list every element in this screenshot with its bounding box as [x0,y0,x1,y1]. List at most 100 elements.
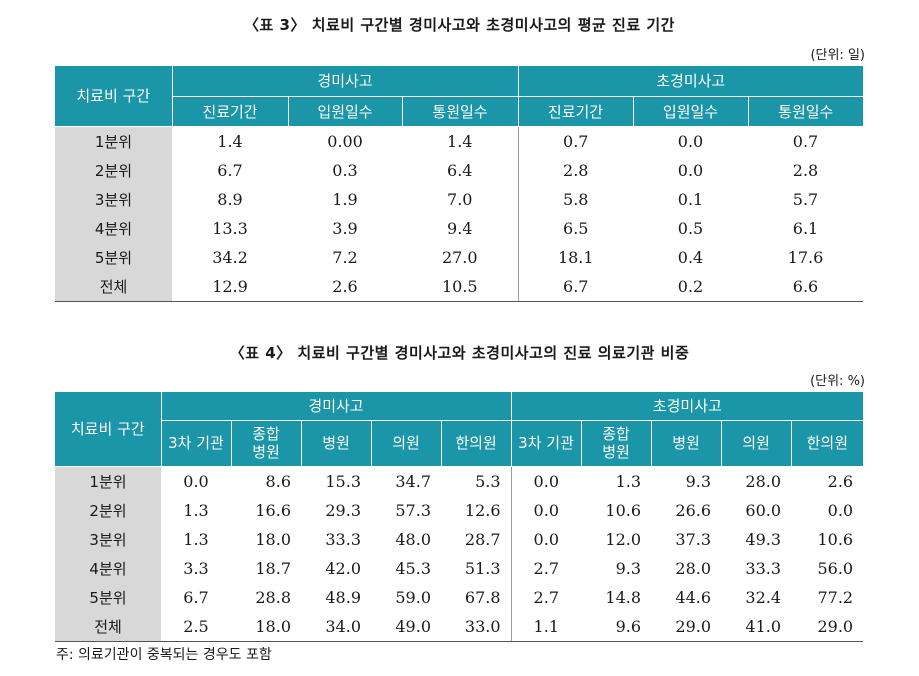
table4-unit: (단위: %) [810,374,865,389]
table-cell: 2.6 [288,271,402,302]
table-cell: 48.9 [325,587,361,607]
table-cell: 2.8 [517,155,633,185]
table-cell: 26.6 [675,500,712,520]
row-label: 5분위 [55,242,172,272]
col-header-line2: 병원 [252,443,280,461]
table-cell: 49.3 [745,529,782,549]
row-label: 4분위 [55,553,161,583]
table-cell: 34.7 [395,471,431,491]
table-cell: 1.3 [183,500,209,520]
table3-col-header: 입원일수 [632,96,748,127]
table-cell: 37.3 [675,529,712,549]
table-cell: 29.3 [325,500,361,520]
col-header-line1: 의원 [742,434,770,452]
table-cell: 32.4 [745,587,782,607]
table3-group-ultraminor: 초경미사고 [517,66,863,97]
table-cell: 2.7 [510,553,582,583]
table-row: 3분위 8.9 1.9 7.0 5.8 0.1 5.7 [55,184,863,214]
table4-col-header: 한의원 [790,420,864,467]
table-cell: 2.5 [161,611,231,642]
table-cell: 0.1 [677,189,704,209]
col-header-line1: 의원 [392,434,420,452]
table-cell: 0.3 [332,160,358,180]
table4-col-header: 의원 [370,420,441,467]
table3-group-minor: 경미사고 [171,66,518,97]
table-cell: 0.0 [510,466,582,496]
table-cell: 0.0 [510,495,582,525]
table-cell: 59.0 [395,587,431,607]
table-cell: 33.0 [441,611,512,642]
table-cell: 3.9 [332,218,358,238]
table-cell: 1.9 [332,189,358,209]
table-row: 전체 2.5 18.0 34.0 49.0 33.0 1.1 9.6 29.0 41.0 29.0 [55,611,864,642]
table-cell: 60.0 [745,500,782,520]
table-cell: 1.3 [615,471,642,491]
table3-col-header: 진료기간 [171,96,288,127]
table4-col-header: 종합 병원 [230,420,301,467]
table4-group-ultraminor: 초경미사고 [510,392,864,421]
table-cell: 56.0 [817,558,854,578]
col-header-line1: 병원 [672,434,700,452]
table-cell: 1.3 [183,529,209,549]
table-cell: 18.0 [231,611,301,642]
table-cell: 5.8 [517,184,633,214]
table-cell: 51.3 [464,558,501,578]
table-cell: 2.8 [792,160,819,180]
table-cell: 28.8 [255,587,291,607]
table-cell: 12.9 [172,271,288,302]
table4-title: 〈표 4〉 치료비 구간별 경미사고와 초경미사고의 진료 의료기관 비중 [229,344,690,362]
row-label: 5분위 [55,582,161,612]
table3-col-header: 진료기간 [517,96,633,127]
table4-col-header: 병원 [300,420,371,467]
table-cell: 42.0 [325,558,361,578]
table-cell: 6.7 [517,271,633,302]
table4-row-header: 치료비 구간 [55,392,161,467]
table-row: 1분위 1.4 0.00 1.4 0.7 0.0 0.7 [55,126,863,156]
col-header-line2: 병원 [602,443,630,461]
table3-row-header: 치료비 구간 [55,66,172,127]
table-cell: 0.7 [517,126,633,156]
table-cell: 8.6 [265,471,291,491]
table4-col-header: 3차 기관 [160,420,231,467]
row-label: 1분위 [55,466,161,496]
col-header-line1: 3차 기관 [168,434,224,452]
col-header-line1: 한의원 [806,434,849,452]
table-cell: 6.4 [447,160,473,180]
table-cell: 28.0 [675,558,712,578]
table-cell: 0.0 [183,471,209,491]
table-cell: 34.0 [301,611,371,642]
table4-col-header: 종합 병원 [580,420,652,467]
table-cell: 1.4 [217,131,243,151]
table-cell: 8.9 [217,189,243,209]
table-cell: 29.0 [651,611,722,642]
table3-title: 〈표 3〉 치료비 구간별 경미사고와 초경미사고의 평균 진료 기간 [244,16,675,34]
table-row: 5분위 6.7 28.8 48.9 59.0 67.8 2.7 14.8 44.6 32.4 77.… [55,582,863,612]
table-cell: 0.0 [677,160,704,180]
table-row: 3분위 1.3 18.0 33.3 48.0 28.7 0.0 12.0 37.3 49.3 10.… [55,524,863,554]
table3-col-header: 통원일수 [747,96,863,127]
table-cell: 1.1 [510,611,582,642]
table-cell: 6.7 [217,160,243,180]
table-row: 1분위 0.0 8.6 15.3 34.7 5.3 0.0 1.3 9.3 28.0 2.6 [55,466,863,496]
table-cell: 9.3 [615,558,642,578]
table-cell: 10.6 [605,500,642,520]
table-cell: 33.3 [745,558,782,578]
table4-col-header: 한의원 [440,420,512,467]
row-label: 전체 [55,611,161,642]
table-cell: 34.2 [212,247,248,267]
table3-col-header: 통원일수 [401,96,518,127]
table-cell: 17.6 [787,247,824,267]
table-cell: 67.8 [464,587,501,607]
table-cell: 18.1 [517,242,633,272]
table-cell: 49.0 [371,611,441,642]
table-cell: 14.8 [605,587,642,607]
table-cell: 77.2 [817,587,854,607]
table-cell: 5.3 [475,471,501,491]
table-cell: 0.0 [677,131,704,151]
col-header-line1: 종합 [602,425,630,443]
table4: 치료비 구간 경미사고 초경미사고 3차 기관 종합 병원 병원 의원 한의원 3차 기관 종… [55,392,864,642]
table-cell: 9.6 [581,611,652,642]
table-cell: 28.7 [464,529,501,549]
table-cell: 1.4 [447,131,473,151]
table-cell: 48.0 [395,529,431,549]
